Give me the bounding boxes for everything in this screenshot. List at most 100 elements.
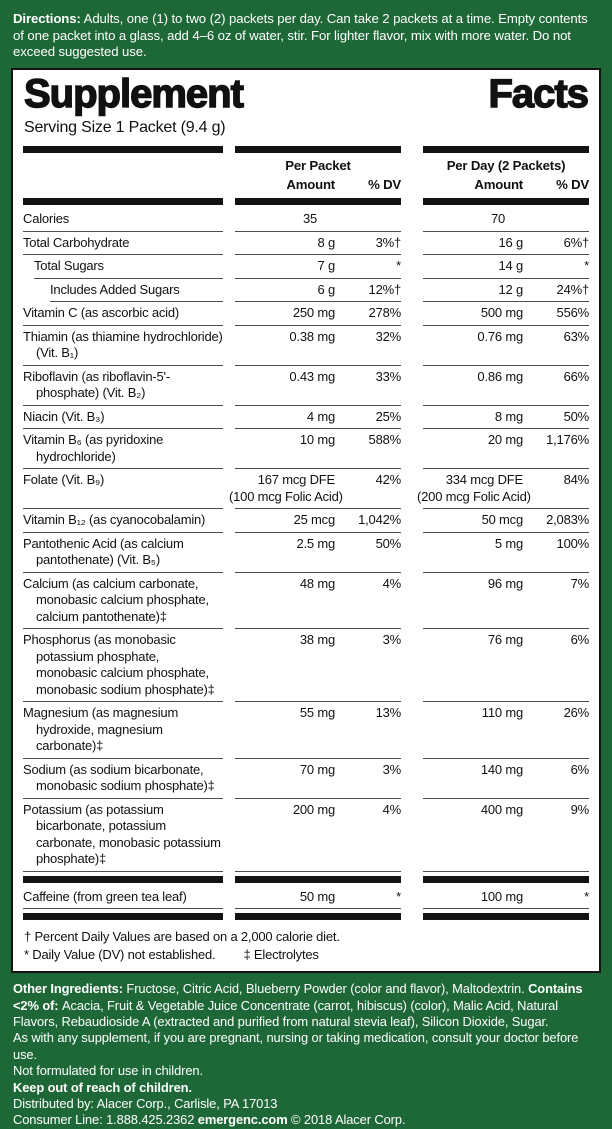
per-packet-dv: * [347,886,401,910]
bottom-text: Not formulated for use in children. [13,1063,203,1079]
column-group-header: Per Packet Per Day (2 Packets) [23,156,589,175]
per-packet-amount: 35 [235,208,347,232]
section-divider [23,909,589,923]
per-day-amount: 334 mcg DFE (200 mcg Folic Acid) [417,469,535,510]
column-gap [401,533,423,573]
nutrient-name: Phosphorus (as monobasic potassium phosp… [23,629,223,703]
nutrient-name: Thiamin (as thiamine hydrochloride) (Vit… [23,326,223,366]
nutrient-row: Potassium (as potassium bicarbonate, pot… [23,799,589,872]
divider-bar [23,913,223,921]
per-day-dv: 26% [535,702,589,759]
amount-value: 0.38 mg [289,328,335,344]
per-day-amount: 100 mg [423,886,535,910]
amount-value: 0.86 mg [477,368,523,384]
column-gap [401,255,423,279]
column-gap [223,232,235,256]
per-day-amount: 14 g [423,255,535,279]
title-word-facts: Facts [488,71,590,116]
supplement-label: { "colors": { "label_green": "#1E6837", … [11,11,601,1128]
directions-body: Adults, one (1) to two (2) packets per d… [13,11,588,60]
per-day-amount: 140 mg [423,759,535,799]
amount-value: 110 mg [481,705,523,721]
column-gap [401,573,423,630]
footnote-line2: * Daily Value (DV) not established. ‡ Ele… [24,946,589,964]
per-packet-dv [347,208,401,232]
amount-value: 38 mg [299,632,335,648]
per-day-amount: 0.86 mg [423,366,535,406]
nutrient-name: Sodium (as sodium bicarbonate, monobasic… [23,759,223,799]
amount-value: 10 mg [299,432,335,448]
nutrient-name: Niacin (Vit. B₃) [23,406,223,430]
amount-value: 5 mg [494,535,523,551]
divider-bar [235,913,401,921]
column-gap [223,279,235,303]
column-subheader: Amount % DV Amount % DV [23,175,589,194]
column-gap [223,759,235,799]
amount-value: 16 g [498,234,523,250]
amount-value: 500 mg [480,305,523,321]
bottom-text-line: As with any supplement, if you are pregn… [13,1030,599,1063]
per-day-amount: 500 mg [423,302,535,326]
amount-value: 70 mg [299,761,335,777]
per-day-dv: 556% [535,302,589,326]
per-packet-amount: 25 mcg [235,509,347,533]
amount-value: 76 mg [487,632,523,648]
column-gap [401,886,423,910]
divider-bar [23,875,223,883]
per-day-amount: 5 mg [423,533,535,573]
column-gap [401,366,423,406]
nutrient-name: Calories [23,208,223,232]
bottom-text-bold: emergenc.com [197,1112,288,1128]
per-packet-dv: 13% [347,702,401,759]
per-day-amount: 20 mg [423,429,535,470]
bottom-text-line: Distributed by: Alacer Corp., Carlisle, … [13,1096,599,1112]
dv-header: % DV [368,177,401,193]
column-gap [401,279,423,303]
per-packet-dv: 3% [347,759,401,799]
nutrient-name: Pantothenic Acid (as calcium pantothenat… [23,533,223,573]
per-day-dv: 100% [535,533,589,573]
section-divider [23,872,589,886]
nutrient-name: Caffeine (from green tea leaf) [23,886,223,910]
bottom-text-bold: Other Ingredients: [13,981,127,997]
per-day-dv: 9% [535,799,589,872]
amount-subvalue: (200 mcg Folic Acid) [417,488,531,504]
per-packet-dv: 3%† [347,232,401,256]
column-gap [401,759,423,799]
column-gap [223,255,235,279]
per-day-dv: 84% [535,469,589,510]
amount-value: 8 g [317,234,336,250]
per-day-dv: 6% [535,759,589,799]
column-gap [223,509,235,533]
bottom-text-bold: Keep out of reach of children. [13,1079,192,1095]
bottom-text-line: Consumer Line: 1.888.425.2362 emergenc.c… [13,1112,599,1128]
nutrient-row: Vitamin C (as ascorbic acid) 250 mg 278% 50… [23,302,589,326]
column-gap [223,429,235,469]
nutrient-name: Potassium (as potassium bicarbonate, pot… [23,799,223,872]
per-packet-amount: 200 mg [235,799,347,872]
per-packet-amount: 10 mg [235,429,347,470]
column-gap [223,406,235,430]
bottom-text: Fructose, Citric Acid, Blueberry Powder … [126,981,529,997]
nutrient-row: Phosphorus (as monobasic potassium phosp… [23,629,589,703]
nutrient-name: Magnesium (as magnesium hydroxide, magne… [23,702,223,759]
per-packet-header: Per Packet [285,158,351,174]
nutrient-name: Vitamin B₁₂ (as cyanocobalamin) [23,509,223,533]
per-day-dv: 6%† [535,232,589,256]
per-day-dv: 66% [535,366,589,406]
per-packet-dv: 32% [347,326,401,366]
title-word-supplement: Supplement [23,71,244,116]
per-packet-amount: 2.5 mg [235,533,347,573]
per-packet-amount: 7 g [235,255,347,279]
per-day-dv: 50% [535,406,589,430]
nutrient-name: Calcium (as calcium carbonate, monobasic… [23,573,223,630]
footnotes: † Percent Daily Values are based on a 2,… [23,923,589,965]
nutrient-row: Total Carbohydrate 8 g 3%† 16 g 6%† [23,232,589,256]
per-day-dv: 1,176% [535,429,589,470]
per-packet-amount: 48 mg [235,573,347,630]
column-gap [401,799,423,872]
amount-value: 334 mcg DFE [445,472,523,488]
per-packet-dv: 42% [347,469,401,510]
divider-bar [23,146,223,154]
per-day-dv: 6% [535,629,589,703]
